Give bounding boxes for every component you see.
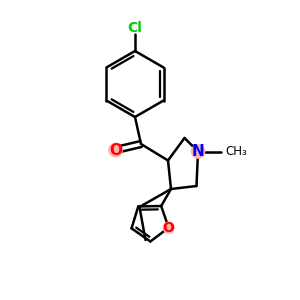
Text: O: O — [109, 142, 122, 158]
Text: CH₃: CH₃ — [225, 145, 247, 158]
Circle shape — [163, 222, 174, 233]
Text: O: O — [163, 221, 175, 235]
Text: Cl: Cl — [128, 22, 142, 35]
Text: N: N — [192, 144, 204, 159]
Circle shape — [109, 143, 122, 157]
Circle shape — [191, 145, 205, 158]
